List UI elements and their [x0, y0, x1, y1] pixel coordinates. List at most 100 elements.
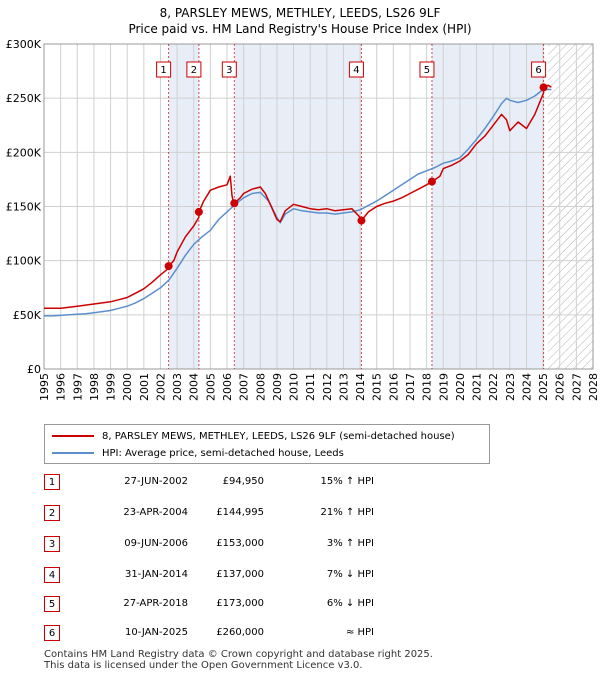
y-tick-label: £250K	[6, 92, 42, 105]
sale-marker-label-1: 1	[160, 65, 166, 76]
sale-date: 31-JAN-2014	[124, 569, 188, 580]
sale-point-3	[230, 199, 239, 208]
sale-hpi-diff: 21% ↑ HPI	[320, 507, 374, 518]
x-tick-label: 2023	[504, 373, 517, 401]
sale-point-2	[194, 207, 203, 216]
x-tick-label: 2010	[288, 373, 301, 401]
x-tick-label: 2008	[254, 373, 267, 401]
price-chart: 8, PARSLEY MEWS, METHLEY, LEEDS, LS26 9L…	[6, 6, 600, 401]
legend-swatch-hpi	[52, 452, 94, 454]
chart-title: 8, PARSLEY MEWS, METHLEY, LEEDS, LS26 9L…	[160, 6, 441, 20]
chart-subtitle: Price paid vs. HM Land Registry's House …	[128, 22, 471, 36]
x-tick-label: 2027	[570, 373, 583, 401]
sale-marker-box-6	[531, 61, 547, 78]
sale-price: £94,950	[222, 476, 264, 487]
property-price-line	[44, 84, 552, 310]
x-tick-label: 2018	[421, 373, 434, 401]
sale-marker-label-4: 4	[353, 65, 359, 76]
x-tick-label: 2020	[454, 373, 467, 401]
footer-licence: This data is licensed under the Open Gov…	[44, 660, 363, 671]
sale-hpi-diff: 7% ↓ HPI	[326, 569, 374, 580]
x-tick-label: 2024	[520, 373, 533, 401]
x-tick-label: 2004	[188, 373, 201, 401]
sale-row-5: 5 27-APR-2018 £173,000 6% ↓ HPI	[44, 596, 484, 614]
sale-number-badge: 1	[44, 474, 60, 490]
x-tick-label: 2028	[587, 373, 600, 401]
sale-row-1: 1 27-JUN-2002 £94,950 15% ↑ HPI	[44, 474, 484, 492]
x-tick-label: 1999	[105, 373, 118, 401]
legend-swatch-property	[52, 435, 94, 437]
sale-date: 09-JUN-2006	[124, 538, 188, 549]
footer: Contains HM Land Registry data © Crown c…	[44, 649, 433, 671]
x-tick-label: 2025	[537, 373, 550, 401]
legend-item-property: 8, PARSLEY MEWS, METHLEY, LEEDS, LS26 9L…	[45, 428, 455, 444]
y-tick-label: £300K	[6, 38, 42, 51]
x-tick-label: 2011	[304, 373, 317, 401]
x-tick-label: 2014	[354, 373, 367, 401]
sale-row-6: 6 10-JAN-2025 £260,000 ≈ HPI	[44, 625, 484, 643]
plot-border	[43, 43, 594, 370]
sale-hpi-diff: ≈ HPI	[345, 627, 374, 638]
x-tick-label: 2003	[171, 373, 184, 401]
sale-number-badge: 4	[44, 567, 60, 583]
x-tick-label: 1997	[71, 373, 84, 401]
x-tick-label: 2017	[404, 373, 417, 401]
sale-point-5	[427, 177, 436, 186]
x-tick-label: 2000	[121, 373, 134, 401]
legend-label-property: 8, PARSLEY MEWS, METHLEY, LEEDS, LS26 9L…	[102, 430, 455, 442]
sale-marker-label-3: 3	[226, 65, 232, 76]
sale-marker-box-2	[186, 61, 202, 78]
sale-price: £144,995	[216, 507, 264, 518]
x-tick-label: 2013	[337, 373, 350, 401]
y-tick-label: £200K	[6, 146, 42, 159]
x-tick-label: 1995	[38, 373, 51, 401]
sale-number-badge: 5	[44, 596, 60, 612]
sale-number-badge: 2	[44, 505, 60, 521]
sale-price: £260,000	[216, 627, 264, 638]
sale-price: £173,000	[216, 598, 264, 609]
hpi-line	[44, 88, 552, 317]
x-tick-label: 2019	[437, 373, 450, 401]
sale-marker-box-5	[419, 61, 435, 78]
legend-label-hpi: HPI: Average price, semi-detached house,…	[102, 447, 344, 459]
y-tick-label: £100K	[6, 255, 42, 268]
sale-point-4	[357, 216, 366, 225]
footer-copyright: Contains HM Land Registry data © Crown c…	[44, 649, 433, 660]
x-tick-label: 1996	[55, 373, 68, 401]
x-tick-label: 2009	[271, 373, 284, 401]
sale-hpi-diff: 3% ↑ HPI	[326, 538, 374, 549]
sale-hpi-diff: 15% ↑ HPI	[320, 476, 374, 487]
sale-marker-label-2: 2	[191, 65, 197, 76]
sale-row-3: 3 09-JUN-2006 £153,000 3% ↑ HPI	[44, 536, 484, 554]
sale-row-4: 4 31-JAN-2014 £137,000 7% ↓ HPI	[44, 567, 484, 585]
x-tick-label: 2007	[238, 373, 251, 401]
sale-date: 23-APR-2004	[123, 507, 188, 518]
sale-number-badge: 6	[44, 625, 60, 641]
sale-price: £153,000	[216, 538, 264, 549]
sale-date: 10-JAN-2025	[124, 627, 188, 638]
sale-date: 27-JUN-2002	[124, 476, 188, 487]
sale-price: £137,000	[216, 569, 264, 580]
x-tick-label: 1998	[88, 373, 101, 401]
x-tick-label: 2012	[321, 373, 334, 401]
sale-point-1	[164, 262, 173, 271]
x-tick-label: 2006	[221, 373, 234, 401]
sale-marker-label-6: 6	[535, 65, 541, 76]
sale-number-badge: 3	[44, 536, 60, 552]
sale-marker-box-1	[156, 61, 172, 78]
sale-marker-label-5: 5	[424, 65, 430, 76]
sale-date: 27-APR-2018	[123, 598, 188, 609]
sale-hpi-diff: 6% ↓ HPI	[326, 598, 374, 609]
x-tick-label: 2022	[487, 373, 500, 401]
x-tick-label: 2016	[387, 373, 400, 401]
x-tick-label: 2005	[204, 373, 217, 401]
x-tick-label: 2021	[471, 373, 484, 401]
legend: 8, PARSLEY MEWS, METHLEY, LEEDS, LS26 9L…	[44, 424, 490, 464]
x-tick-label: 2002	[154, 373, 167, 401]
sale-marker-box-4	[348, 61, 364, 78]
y-tick-label: £0	[27, 363, 41, 376]
sale-marker-box-3	[221, 61, 237, 78]
sale-point-6	[539, 83, 548, 92]
sale-row-2: 2 23-APR-2004 £144,995 21% ↑ HPI	[44, 505, 484, 523]
y-tick-label: £150K	[6, 201, 42, 214]
